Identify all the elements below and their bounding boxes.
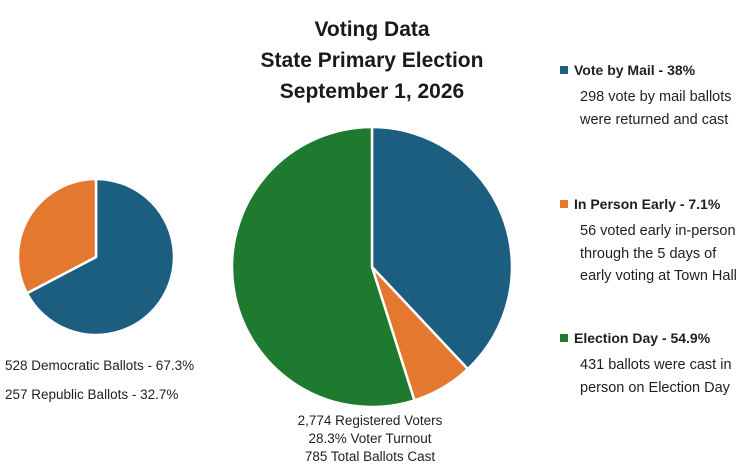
- legend-desc-election-day: 431 ballots were cast in person on Elect…: [580, 357, 732, 396]
- legend-label-election-day: Election Day - 54.9%: [574, 330, 711, 346]
- legend-desc-mail: 298 vote by mail ballots were returned a…: [580, 89, 732, 128]
- title-line-2: State Primary Election: [260, 49, 484, 72]
- legend-swatch-early: [560, 200, 568, 208]
- voting-method-pie: [230, 125, 514, 409]
- pie-slice-democratic: [25, 177, 176, 337]
- pie-slice-election-day: [230, 125, 416, 409]
- legend-swatch-mail: [560, 66, 568, 74]
- legend-label-early: In Person Early - 7.1%: [574, 196, 721, 212]
- democratic-ballots-label: 528 Democratic Ballots - 67.3%: [5, 358, 195, 373]
- legend-item-election-day: Election Day - 54.9% 431 ballots were ca…: [560, 330, 745, 399]
- title-line-3: September 1, 2026: [279, 80, 465, 103]
- pie-slice-vote-by-mail: [370, 125, 514, 371]
- total-ballots-stat: 785 Total Ballots Cast: [304, 449, 436, 464]
- legend-desc-early: 56 voted early in-person through the 5 d…: [580, 223, 737, 284]
- pie-slice-republic: [16, 177, 98, 295]
- legend-label-mail: Vote by Mail - 38%: [574, 62, 696, 78]
- legend-item-mail: Vote by Mail - 38% 298 vote by mail ball…: [560, 62, 745, 131]
- title-line-1: Voting Data: [314, 18, 430, 41]
- voter-turnout-stat: 28.3% Voter Turnout: [308, 431, 432, 446]
- party-ballots-pie: [16, 177, 176, 337]
- legend-item-early: In Person Early - 7.1% 56 voted early in…: [560, 196, 745, 288]
- republic-ballots-label: 257 Republic Ballots - 32.7%: [5, 387, 179, 402]
- chart-title: Voting Data State Primary Election Septe…: [222, 14, 522, 107]
- registered-voters-stat: 2,774 Registered Voters: [297, 413, 443, 428]
- legend-swatch-election-day: [560, 334, 568, 342]
- turnout-stats: 2,774 Registered Voters 28.3% Voter Turn…: [250, 412, 490, 466]
